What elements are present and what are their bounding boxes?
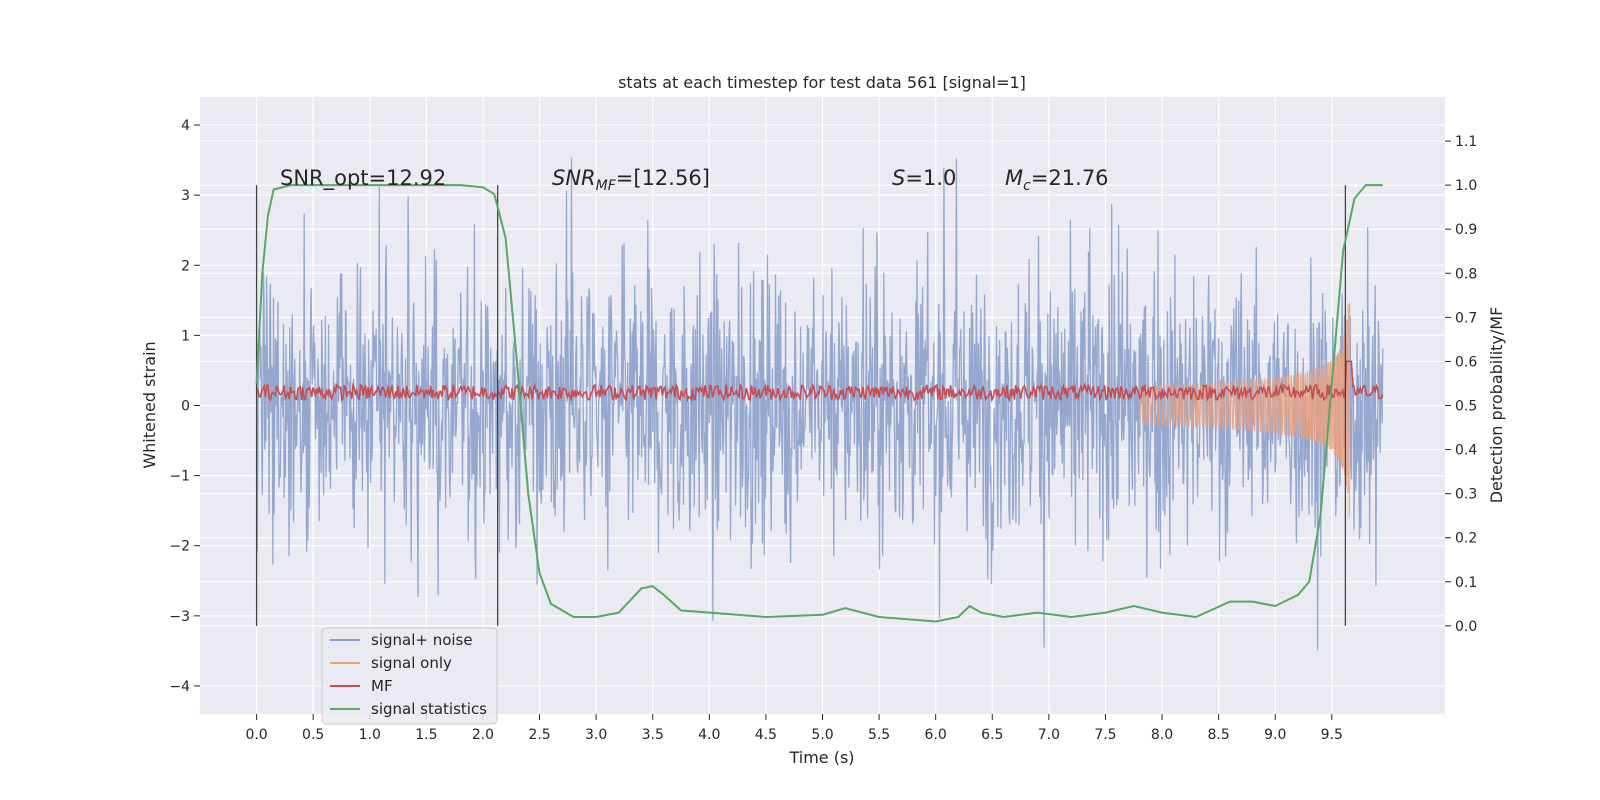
tick-label-left: 4 <box>181 118 190 134</box>
tick-label-x: 0.0 <box>245 727 267 743</box>
tick-label-left: −1 <box>169 469 190 485</box>
vertical-markers <box>255 185 1347 626</box>
tick-label-right: 0.4 <box>1455 443 1477 459</box>
tick-label-right: 0.8 <box>1455 266 1477 282</box>
y-axis-left-ticks: 4 3 2 1 0 −1 −2 −3 −4 <box>169 118 200 695</box>
annotation-snr-mf-base: SNR <box>552 166 596 190</box>
tick-label-x: 7.5 <box>1094 727 1116 743</box>
tick-label-right: 0.3 <box>1455 487 1477 503</box>
legend-label-signal-statistics: signal statistics <box>371 700 487 718</box>
legend-label-signal-noise: signal+ noise <box>371 631 473 649</box>
series-mf <box>255 360 1384 403</box>
y-axis-right-label: Detection probability/MF <box>1487 307 1506 504</box>
tick-label-x: 0.5 <box>302 727 324 743</box>
annotation-snr-opt: SNR_opt=12.92 <box>280 166 446 191</box>
tick-label-left: 1 <box>181 328 190 344</box>
tick-label-x: 6.0 <box>925 727 947 743</box>
x-axis-label: Time (s) <box>788 748 854 767</box>
tick-label-right: 0.2 <box>1455 531 1477 547</box>
tick-label-x: 3.0 <box>585 727 607 743</box>
tick-label-left: 0 <box>181 399 190 415</box>
x-axis-ticks: 0.0 0.5 1.0 1.5 2.0 2.5 3.0 3.5 4.0 4.5 5.0 5.5 6.0 6… <box>245 714 1343 743</box>
legend-box <box>321 627 498 725</box>
mf-trace <box>255 360 1384 403</box>
tick-label-x: 2.0 <box>472 727 494 743</box>
tick-label-left: −3 <box>169 609 190 625</box>
tick-label-x: 8.5 <box>1208 727 1230 743</box>
signal-trace <box>1138 302 1351 518</box>
signal-statistics-trace <box>255 184 1383 623</box>
tick-label-left: 3 <box>181 188 190 204</box>
tick-label-right: 0.7 <box>1455 310 1477 326</box>
annotation-mc-value: =21.76 <box>1031 166 1109 190</box>
annotation-mc: Mc=21.76 <box>1005 166 1109 194</box>
tick-label-x: 1.0 <box>359 727 381 743</box>
annotation-s: S=1.0 <box>892 166 956 190</box>
annotation-snr-mf-value: =[12.56] <box>616 166 710 190</box>
tick-label-right: 0.9 <box>1455 222 1477 238</box>
tick-label-x: 9.0 <box>1264 727 1286 743</box>
series-signal-statistics <box>255 184 1383 623</box>
chart-title: stats at each timestep for test data 561… <box>618 73 1026 92</box>
tick-label-x: 7.0 <box>1038 727 1060 743</box>
y-axis-right-ticks: 1.1 1.0 0.9 0.8 0.7 0.6 0.5 0.4 0.3 0.2 0.1 0.0 <box>1445 134 1477 635</box>
tick-label-right: 0.1 <box>1455 575 1477 591</box>
tick-label-x: 9.5 <box>1321 727 1343 743</box>
annotation-snr-mf: SNRMF=[12.56] <box>552 166 710 194</box>
legend-label-mf: MF <box>371 677 393 695</box>
tick-label-left: −2 <box>169 539 190 555</box>
tick-label-x: 4.0 <box>698 727 720 743</box>
tick-label-right: 1.1 <box>1455 134 1477 150</box>
tick-label-x: 8.0 <box>1151 727 1173 743</box>
tick-label-right: 0.0 <box>1455 619 1477 635</box>
tick-label-x: 2.5 <box>528 727 550 743</box>
tick-label-x: 1.5 <box>415 727 437 743</box>
annotation-mc-base: M <box>1005 166 1023 190</box>
legend-label-signal-only: signal only <box>371 654 452 672</box>
tick-label-right: 1.0 <box>1455 178 1477 194</box>
tick-label-x: 3.5 <box>642 727 664 743</box>
tick-label-left: −4 <box>169 679 190 695</box>
annotation-snr-mf-sub: MF <box>596 178 617 194</box>
annotation-s-label: S <box>892 166 905 190</box>
y-axis-left-label: Whitened strain <box>140 341 159 468</box>
tick-label-right: 0.6 <box>1455 354 1477 370</box>
tick-label-left: 2 <box>181 258 190 274</box>
tick-label-right: 0.5 <box>1455 399 1477 415</box>
tick-label-x: 6.5 <box>981 727 1003 743</box>
annotation-mc-sub: c <box>1023 178 1031 194</box>
tick-label-x: 5.0 <box>811 727 833 743</box>
annotation-s-value: =1.0 <box>905 166 956 190</box>
legend: signal+ noise signal only MF signal stat… <box>321 627 498 725</box>
tick-label-x: 5.5 <box>868 727 890 743</box>
tick-label-x: 4.5 <box>755 727 777 743</box>
series-signal-only <box>1138 302 1351 518</box>
